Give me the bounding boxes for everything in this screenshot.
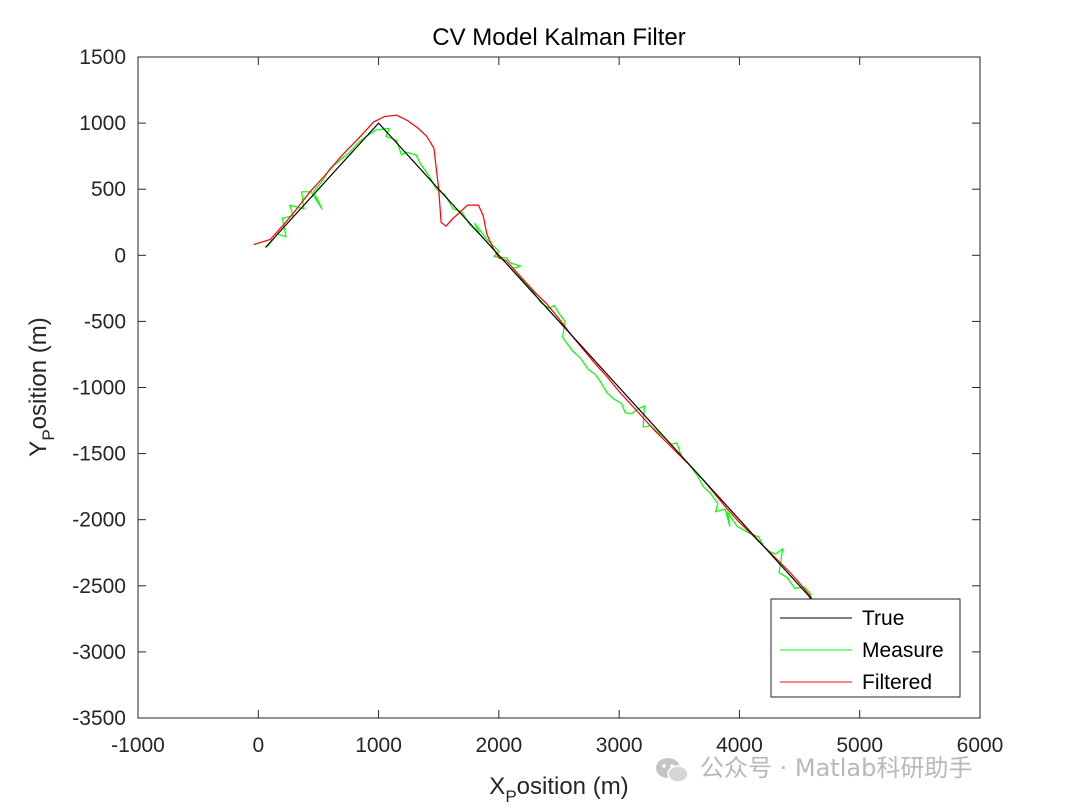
y-tick-label: -2500 xyxy=(72,575,126,598)
y-axis-label: YPosition (m) xyxy=(25,317,58,456)
y-tick-label: -1000 xyxy=(72,377,126,400)
series-line-true xyxy=(265,122,813,600)
x-tick-label: 2000 xyxy=(475,734,522,757)
y-tick-label: -500 xyxy=(84,310,126,333)
y-tick-label: 500 xyxy=(91,178,126,201)
y-tick-label: 1000 xyxy=(79,112,126,135)
x-axis-label: XPosition (m) xyxy=(489,773,628,806)
y-tick-label: -3500 xyxy=(72,707,126,730)
y-tick-label: 1500 xyxy=(79,46,126,69)
x-axis-label-main: X xyxy=(489,773,505,800)
y-tick-label: -2000 xyxy=(72,509,126,532)
legend-box xyxy=(770,598,961,698)
x-tick-label: 1000 xyxy=(355,734,402,757)
x-tick-label: -1000 xyxy=(111,734,165,757)
legend: True Measure Filtered xyxy=(770,598,961,698)
y-tick-label: 0 xyxy=(114,244,126,267)
x-tick-label: 5000 xyxy=(836,734,883,757)
x-tick-label: 6000 xyxy=(957,734,1004,757)
legend-label-true: True xyxy=(862,607,904,630)
x-tick-label: 3000 xyxy=(596,734,643,757)
legend-label-filtered: Filtered xyxy=(862,671,932,694)
series-line-measure xyxy=(266,127,812,600)
y-axis-label-main: Y xyxy=(25,441,52,457)
watermark: 公众号 · Matlab科研助手 xyxy=(656,754,972,783)
tick-labels-layer: -1000 0 1000 2000 3000 4000 5000 6000-3500-3000… xyxy=(72,46,1003,757)
y-tick-label: -3000 xyxy=(72,641,126,664)
x-axis-label-subscript: P xyxy=(505,787,516,806)
y-tick-label: -1500 xyxy=(72,443,126,466)
x-axis-label-rest: osition (m) xyxy=(517,773,629,800)
x-tick-label: 4000 xyxy=(716,734,763,757)
watermark-text: 公众号 · Matlab科研助手 xyxy=(700,754,972,782)
y-axis-label-group: YPosition (m) xyxy=(25,317,58,456)
x-tick-label: 0 xyxy=(252,734,264,757)
y-axis-label-subscript: P xyxy=(39,429,58,440)
series-layer xyxy=(253,114,813,600)
wechat-icon xyxy=(656,758,689,783)
chart-title: CV Model Kalman Filter xyxy=(432,24,685,51)
legend-label-measure: Measure xyxy=(862,639,944,662)
ticks-layer xyxy=(137,56,981,719)
y-axis-label-rest: osition (m) xyxy=(25,317,52,429)
